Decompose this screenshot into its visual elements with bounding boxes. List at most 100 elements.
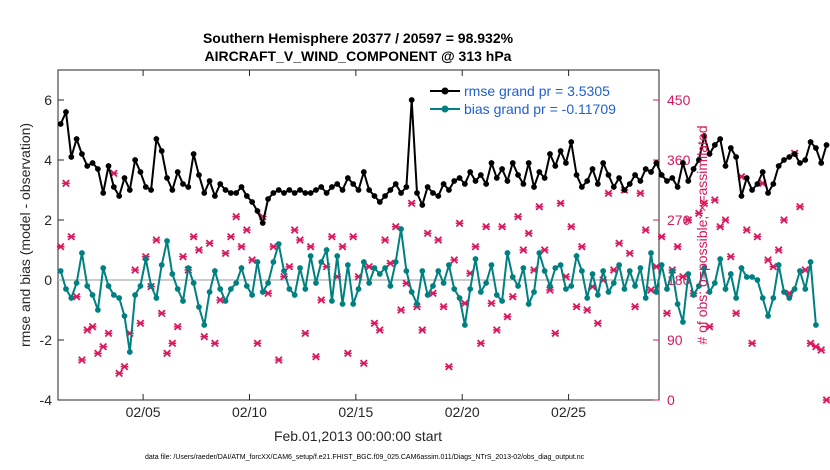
rmse-point <box>483 181 490 187</box>
bias-point <box>132 292 139 298</box>
bias-point <box>94 307 101 313</box>
bias-point <box>355 286 362 292</box>
rmse-point <box>132 157 139 163</box>
bias-point <box>616 262 623 268</box>
bias-point <box>477 289 484 295</box>
rmse-point <box>690 166 697 172</box>
obs-assimilated-point <box>195 246 203 254</box>
obs-assimilated-point <box>492 326 501 334</box>
obs-assimilated-point <box>56 242 65 251</box>
x-tick-label: 02/25 <box>551 404 586 420</box>
obs-assimilated-point <box>104 329 113 338</box>
obs-assimilated-point <box>423 229 432 238</box>
y-right-tick-label: 90 <box>667 332 683 348</box>
bias-point <box>291 292 298 298</box>
obs-assimilated-point <box>221 249 230 258</box>
axis-ticks: 02/05 02/10 02/15 02/20 02/25-4-202460901802… <box>40 70 691 420</box>
obs-assimilated-point <box>514 212 522 221</box>
rmse-point <box>350 181 357 187</box>
rmse-point <box>499 166 506 172</box>
rmse-point <box>589 166 596 172</box>
obs-assimilated-point <box>817 346 826 354</box>
bias-point <box>759 295 766 301</box>
obs-assimilated-point <box>227 232 235 241</box>
rmse-point <box>414 190 420 196</box>
bias-point <box>105 283 112 289</box>
x-tick-label: 02/05 <box>126 404 161 420</box>
rmse-point <box>653 160 660 166</box>
rmse-point <box>89 160 96 166</box>
obs-assimilated-point <box>157 309 166 318</box>
rmse-point <box>217 181 224 187</box>
obs-assimilated-point <box>567 222 576 231</box>
obs-assimilated-point <box>264 289 272 298</box>
obs-assimilated-point <box>801 266 810 274</box>
rmse-point <box>180 181 186 187</box>
bias-point <box>440 280 447 286</box>
bias-point <box>669 268 676 274</box>
bias-point <box>180 298 186 304</box>
obs-assimilated-point <box>418 326 427 334</box>
obs-assimilated-point <box>455 219 464 228</box>
bias-point <box>249 292 256 298</box>
rmse-point <box>63 109 69 115</box>
obs-assimilated-point <box>445 362 453 371</box>
rmse-point <box>137 169 144 175</box>
rmse-point <box>594 181 601 187</box>
bias-point <box>318 259 325 265</box>
rmse-point <box>717 136 724 142</box>
y-axis-right-label: # of obs: o=possible; ×=assimilated <box>694 125 710 344</box>
bias-point <box>281 268 287 274</box>
obs-assimilated-point <box>625 249 634 258</box>
bias-point <box>196 304 202 310</box>
bias-point <box>142 256 149 262</box>
rmse-point <box>488 160 495 166</box>
rmse-point <box>493 175 500 181</box>
bias-point <box>116 295 123 301</box>
bias-point <box>148 283 154 289</box>
rmse-point <box>467 169 474 175</box>
rmse-point <box>355 187 362 193</box>
bias-point <box>802 286 809 292</box>
y-left-tick-label: 0 <box>44 272 52 288</box>
bias-point <box>211 268 218 274</box>
rmse-point <box>797 160 803 166</box>
rmse-point <box>270 190 277 196</box>
bias-point <box>302 286 309 292</box>
obs-assimilated-point <box>312 352 320 361</box>
obs-assimilated-point <box>306 242 315 251</box>
bias-point <box>765 313 771 319</box>
rmse-point <box>781 157 787 163</box>
rmse-point <box>685 178 692 184</box>
rmse-point <box>451 178 458 184</box>
obs-assimilated-point <box>200 332 209 341</box>
rmse-point <box>206 178 213 184</box>
bias-point <box>265 280 271 286</box>
rmse-point <box>568 139 575 145</box>
obs-assimilated-point <box>822 396 830 404</box>
obs-assimilated-point <box>716 222 725 231</box>
bias-point <box>600 268 607 274</box>
rmse-point <box>424 184 431 190</box>
obs-assimilated-point <box>439 302 448 311</box>
obs-assimilated-point <box>365 262 373 271</box>
bias-point <box>392 259 399 265</box>
y-right-tick-label: 0 <box>667 392 675 408</box>
obs-assimilated-point <box>726 252 735 261</box>
obs-assimilated-point <box>216 296 225 304</box>
bias-point <box>110 292 117 298</box>
bias-point <box>775 262 782 268</box>
bias-point <box>791 286 798 292</box>
rmse-point <box>706 151 713 157</box>
y-left-tick-label: -4 <box>40 392 53 408</box>
bias-point <box>706 289 713 295</box>
obs-assimilated-point <box>774 246 783 254</box>
rmse-point <box>227 190 234 196</box>
rmse-point <box>823 142 830 148</box>
rmse-point <box>765 190 771 196</box>
bias-point <box>73 280 80 286</box>
rmse-point <box>307 190 314 196</box>
bias-point <box>446 262 452 268</box>
obs-assimilated-point <box>647 286 655 294</box>
obs-assimilated-point <box>524 229 533 238</box>
